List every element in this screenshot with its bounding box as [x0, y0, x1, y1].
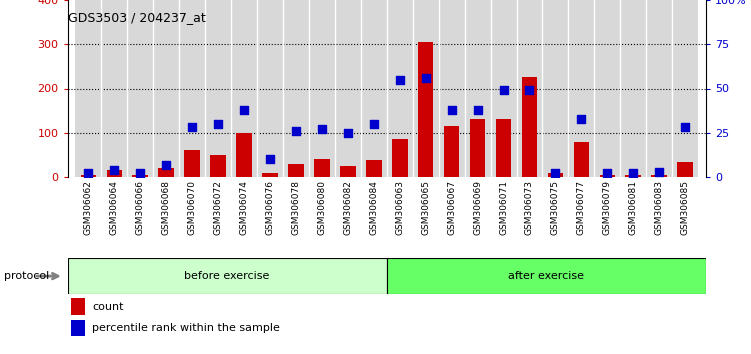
Bar: [257, 0, 283, 177]
Bar: [574, 142, 590, 177]
Bar: [620, 0, 647, 177]
Bar: [418, 42, 433, 177]
Bar: [439, 0, 465, 177]
Bar: [542, 0, 569, 177]
Bar: [490, 0, 517, 177]
Bar: [522, 78, 537, 177]
Point: [212, 121, 224, 127]
Bar: [360, 0, 387, 177]
Point: [679, 125, 691, 130]
Bar: [71, 298, 85, 314]
Bar: [547, 173, 563, 177]
Point: [420, 75, 432, 81]
Point: [83, 171, 95, 176]
Bar: [517, 0, 542, 177]
Text: after exercise: after exercise: [508, 271, 584, 281]
Text: percentile rank within the sample: percentile rank within the sample: [92, 323, 280, 333]
Bar: [387, 258, 706, 294]
Point: [108, 167, 120, 173]
Bar: [80, 175, 96, 177]
Text: GDS3503 / 204237_at: GDS3503 / 204237_at: [68, 11, 205, 24]
Bar: [205, 0, 231, 177]
Bar: [314, 159, 330, 177]
Point: [238, 107, 250, 113]
Bar: [626, 175, 641, 177]
Bar: [465, 0, 490, 177]
Bar: [210, 155, 226, 177]
Bar: [444, 126, 460, 177]
Bar: [107, 170, 122, 177]
Bar: [594, 0, 620, 177]
Point: [342, 130, 354, 136]
Text: count: count: [92, 302, 124, 312]
Bar: [75, 0, 101, 177]
Point: [134, 171, 146, 176]
Bar: [101, 0, 127, 177]
Bar: [68, 258, 387, 294]
Point: [290, 128, 302, 134]
Point: [575, 116, 587, 121]
Bar: [651, 175, 667, 177]
Point: [316, 126, 328, 132]
Bar: [158, 168, 174, 177]
Bar: [672, 0, 698, 177]
Point: [368, 121, 380, 127]
Bar: [127, 0, 153, 177]
Bar: [387, 0, 413, 177]
Point: [653, 169, 665, 175]
Bar: [470, 120, 485, 177]
Bar: [153, 0, 179, 177]
Bar: [647, 0, 672, 177]
Bar: [237, 133, 252, 177]
Bar: [231, 0, 257, 177]
Bar: [283, 0, 309, 177]
Bar: [599, 175, 615, 177]
Bar: [309, 0, 335, 177]
Bar: [288, 164, 303, 177]
Bar: [335, 0, 360, 177]
Bar: [366, 160, 382, 177]
Bar: [340, 166, 356, 177]
Point: [445, 107, 457, 113]
Point: [550, 171, 562, 176]
Text: before exercise: before exercise: [185, 271, 270, 281]
Bar: [179, 0, 205, 177]
Point: [264, 156, 276, 162]
Point: [186, 125, 198, 130]
Point: [497, 87, 509, 93]
Bar: [132, 175, 148, 177]
Text: protocol: protocol: [4, 271, 49, 281]
Point: [160, 162, 172, 167]
Point: [472, 107, 484, 113]
Bar: [392, 139, 408, 177]
Bar: [184, 149, 200, 177]
Bar: [569, 0, 594, 177]
Point: [602, 171, 614, 176]
Bar: [413, 0, 439, 177]
Bar: [71, 320, 85, 336]
Point: [627, 171, 639, 176]
Bar: [677, 161, 693, 177]
Point: [394, 77, 406, 82]
Point: [523, 87, 535, 93]
Bar: [496, 120, 511, 177]
Bar: [262, 173, 278, 177]
